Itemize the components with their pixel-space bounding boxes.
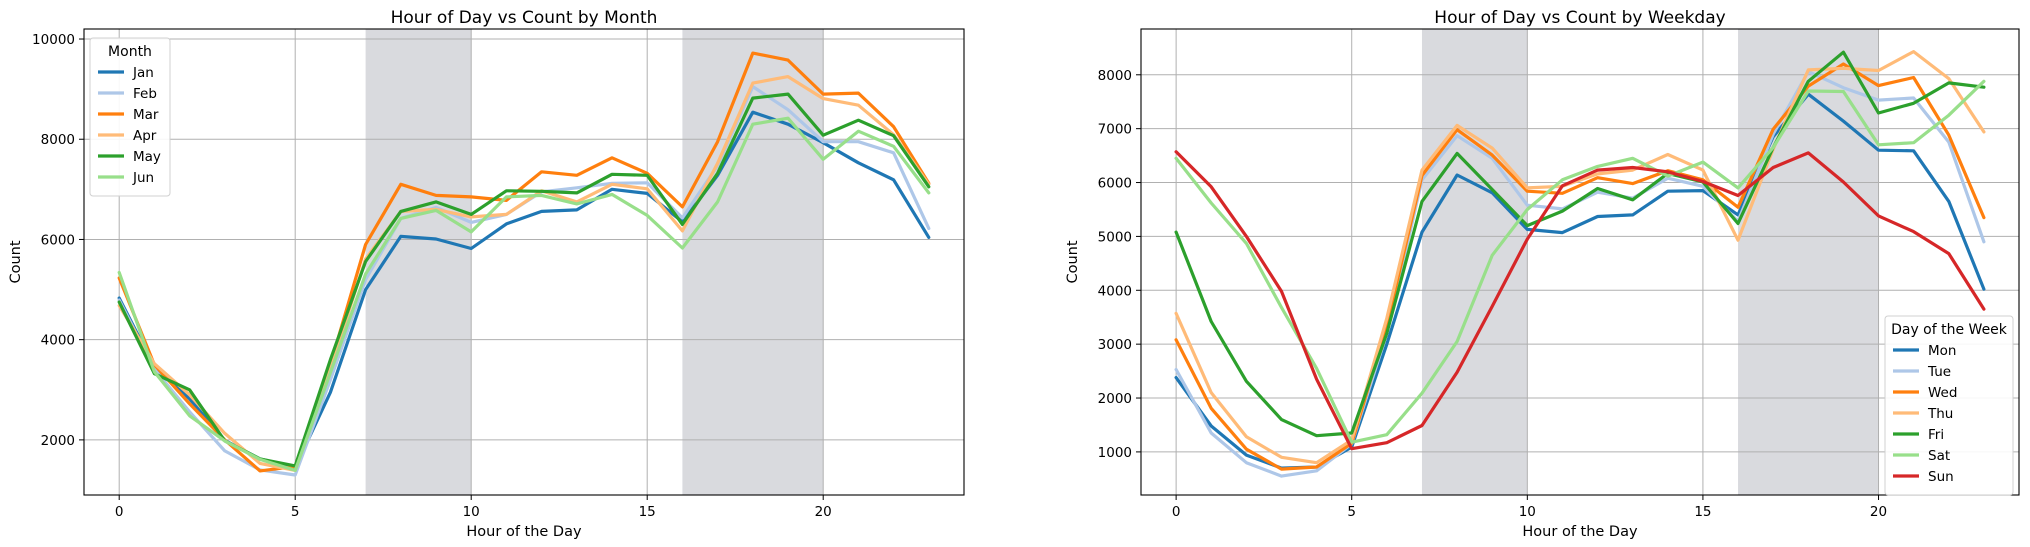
x-tick-label: 5: [1347, 504, 1356, 520]
legend-title: Month: [108, 44, 152, 60]
legend: Month Jan Feb Mar Apr May Jun: [89, 37, 171, 197]
x-tick-label: 15: [1694, 504, 1711, 520]
legend-label-wed: Wed: [1928, 385, 1957, 401]
legend-label-fri: Fri: [1928, 427, 1944, 443]
chart-title: Hour of Day vs Count by Weekday: [1434, 8, 1725, 28]
month-chart: 0 5 10 15 20 2000 4000 6000 8000 10000 Hour of Day…: [8, 8, 965, 540]
y-tick-label: 8000: [1098, 68, 1132, 84]
legend: Day of the Week Mon Tue Wed Thu Fri Sat Sun: [1884, 315, 2014, 496]
x-tick-label: 5: [291, 504, 300, 520]
series-line-fri: [1174, 50, 1986, 438]
legend-label-tue: Tue: [1927, 364, 1951, 380]
y-tick-label: 6000: [41, 232, 75, 248]
y-tick-label: 2000: [41, 433, 75, 449]
y-tick-label: 7000: [1098, 122, 1132, 138]
shaded-range-0: [365, 29, 472, 495]
y-tick-label: 2000: [1098, 391, 1132, 407]
y-axis-label: Count: [8, 240, 24, 283]
x-tick-label: 0: [1172, 504, 1181, 520]
legend-label-jun: Jun: [132, 170, 154, 186]
y-tick-label: 4000: [41, 333, 75, 349]
x-axis-label: Hour of the Day: [1522, 524, 1638, 540]
series-line-mar: [117, 51, 931, 473]
legend-label-may: May: [133, 149, 161, 165]
legend-label-mon: Mon: [1928, 343, 1956, 359]
plot-frame: [1140, 28, 2020, 496]
shaded-range-1: [1738, 29, 1879, 495]
legend-label-feb: Feb: [133, 86, 157, 102]
x-tick-label: 0: [115, 504, 124, 520]
series-line-thu: [1174, 49, 1986, 465]
series-line-apr: [117, 74, 931, 472]
legend-label-thu: Thu: [1927, 406, 1953, 422]
y-tick-label: 1000: [1098, 445, 1132, 461]
legend-title: Day of the Week: [1891, 322, 2008, 338]
x-tick-label: 15: [639, 504, 656, 520]
plot-frame: [83, 28, 965, 496]
legend-box: [1884, 315, 2014, 496]
y-axis-label: Count: [1065, 240, 1081, 283]
legend-label-sat: Sat: [1928, 448, 1950, 464]
weekday-chart: 0 5 10 15 20 1000 2000 3000 4000 5000 6000 7000 8000…: [1065, 8, 2020, 540]
shaded-range-0: [1421, 29, 1528, 495]
gridlines: [84, 29, 964, 495]
legend-label-jan: Jan: [132, 65, 154, 81]
y-tick-label: 8000: [41, 132, 75, 148]
x-axis-label: Hour of the Day: [466, 524, 582, 540]
x-tick-label: 20: [815, 504, 832, 520]
legend-label-apr: Apr: [133, 128, 157, 144]
y-tick-label: 4000: [1098, 283, 1132, 299]
legend-label-sun: Sun: [1928, 469, 1954, 485]
x-tick-label: 10: [463, 504, 480, 520]
x-tick-label: 10: [1519, 504, 1536, 520]
y-tick-label: 10000: [32, 32, 75, 48]
legend-label-mar: Mar: [133, 107, 159, 123]
y-tick-label: 3000: [1098, 337, 1132, 353]
y-tick-label: 5000: [1098, 229, 1132, 245]
y-tick-label: 6000: [1098, 176, 1132, 192]
chart-title: Hour of Day vs Count by Month: [391, 8, 658, 28]
gridlines: [1141, 29, 2019, 495]
x-tick-label: 20: [1870, 504, 1887, 520]
series-line-jun: [117, 116, 931, 472]
series-line-sun: [1174, 150, 1986, 451]
series-line-sat: [1174, 79, 1986, 444]
